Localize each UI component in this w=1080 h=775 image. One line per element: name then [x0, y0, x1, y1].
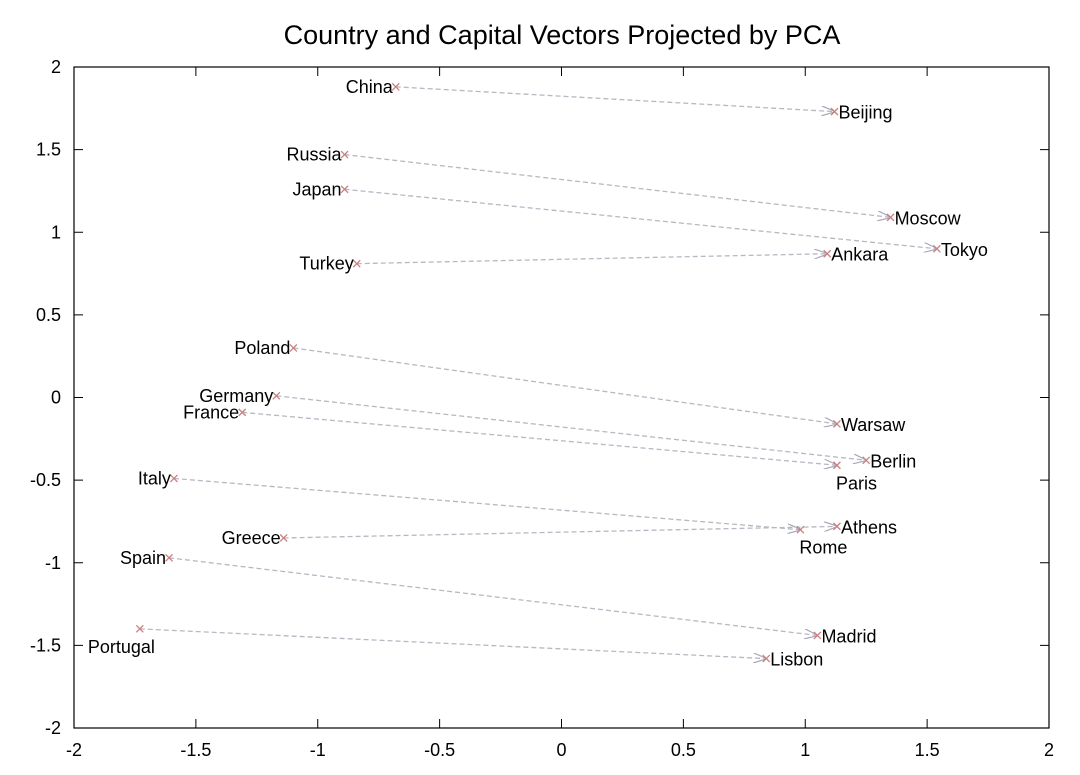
vector-arrow	[168, 557, 817, 636]
country-label: France	[183, 402, 239, 422]
vector-arrow	[293, 347, 837, 424]
vector-arrow	[283, 526, 837, 539]
country-marker	[391, 82, 400, 91]
country-label: Poland	[234, 338, 290, 358]
vector-arrows	[139, 86, 937, 659]
capital-label: Warsaw	[841, 415, 906, 435]
x-tick-label: -2	[66, 740, 82, 760]
country-marker	[238, 408, 247, 417]
capital-marker	[832, 522, 841, 531]
vector-arrow	[356, 254, 827, 265]
capital-marker	[830, 107, 839, 116]
x-tick-label: 1.5	[915, 740, 940, 760]
capital-label: Athens	[841, 517, 897, 537]
vector-arrow	[395, 86, 835, 112]
capital-marker	[796, 525, 805, 534]
y-tick-label: -0.5	[30, 470, 61, 490]
vector-arrow	[276, 395, 866, 460]
country-label: Spain	[120, 548, 166, 568]
capital-marker	[932, 244, 941, 253]
country-label: Portugal	[88, 637, 155, 657]
country-label: Turkey	[299, 254, 353, 274]
country-label: Greece	[222, 528, 281, 548]
vector-arrow	[344, 188, 937, 248]
x-tick-label: 0	[556, 740, 566, 760]
x-tick-label: -1.5	[180, 740, 211, 760]
capital-marker	[832, 419, 841, 428]
y-tick-label: -2	[45, 718, 61, 738]
capital-marker	[813, 631, 822, 640]
country-marker	[289, 343, 298, 352]
country-label: Russia	[287, 145, 343, 165]
x-tick-label: 0.5	[671, 740, 696, 760]
x-tick-label: 1	[800, 740, 810, 760]
country-marker	[272, 391, 281, 400]
capital-marker	[886, 213, 895, 222]
x-tick-label: 2	[1044, 740, 1054, 760]
x-tick-label: -0.5	[424, 740, 455, 760]
y-tick-label: 2	[51, 57, 61, 77]
capital-label: Madrid	[821, 626, 876, 646]
capital-label: Berlin	[870, 451, 916, 471]
capital-marker	[823, 249, 832, 258]
country-marker	[340, 150, 349, 159]
capital-label: Rome	[799, 538, 847, 558]
y-tick-label: -1.5	[30, 635, 61, 655]
vector-arrow	[242, 411, 837, 465]
capital-label: Beijing	[839, 103, 893, 123]
capital-label: Ankara	[831, 245, 889, 265]
y-tick-label: -1	[45, 553, 61, 573]
y-tick-label: 1.5	[36, 140, 61, 160]
point-markers	[135, 82, 941, 663]
country-marker	[165, 553, 174, 562]
capital-marker	[862, 456, 871, 465]
y-tick-label: 0.5	[36, 305, 61, 325]
country-marker	[135, 624, 144, 633]
country-label: Germany	[199, 386, 273, 406]
country-marker	[352, 259, 361, 268]
country-label: Italy	[138, 468, 171, 488]
chart-title: Country and Capital Vectors Projected by…	[284, 20, 841, 50]
capital-marker	[832, 461, 841, 470]
vector-arrow	[139, 628, 766, 659]
country-marker	[340, 185, 349, 194]
vector-arrow	[344, 153, 891, 218]
country-label: Japan	[293, 179, 342, 199]
capital-marker	[762, 654, 771, 663]
capital-label: Paris	[836, 473, 877, 493]
country-marker	[279, 534, 288, 542]
capital-label: Tokyo	[941, 240, 988, 260]
capital-label: Moscow	[895, 208, 962, 228]
country-marker	[169, 474, 178, 483]
vector-arrow	[173, 477, 800, 529]
y-tick-label: 0	[51, 388, 61, 408]
x-tick-label: -1	[310, 740, 326, 760]
axis-ticks: -2 -1.5 -1 -0.5 0 0.5 1 1.5 2 2 1.5 1 0.5 0 -0.5 -1 -1.5…	[30, 57, 1054, 760]
capital-label: Lisbon	[770, 650, 823, 670]
y-tick-label: 1	[51, 222, 61, 242]
point-labels: China Beijing Russia Moscow Japan Tokyo Turkey…	[88, 77, 988, 670]
country-label: China	[346, 77, 394, 97]
